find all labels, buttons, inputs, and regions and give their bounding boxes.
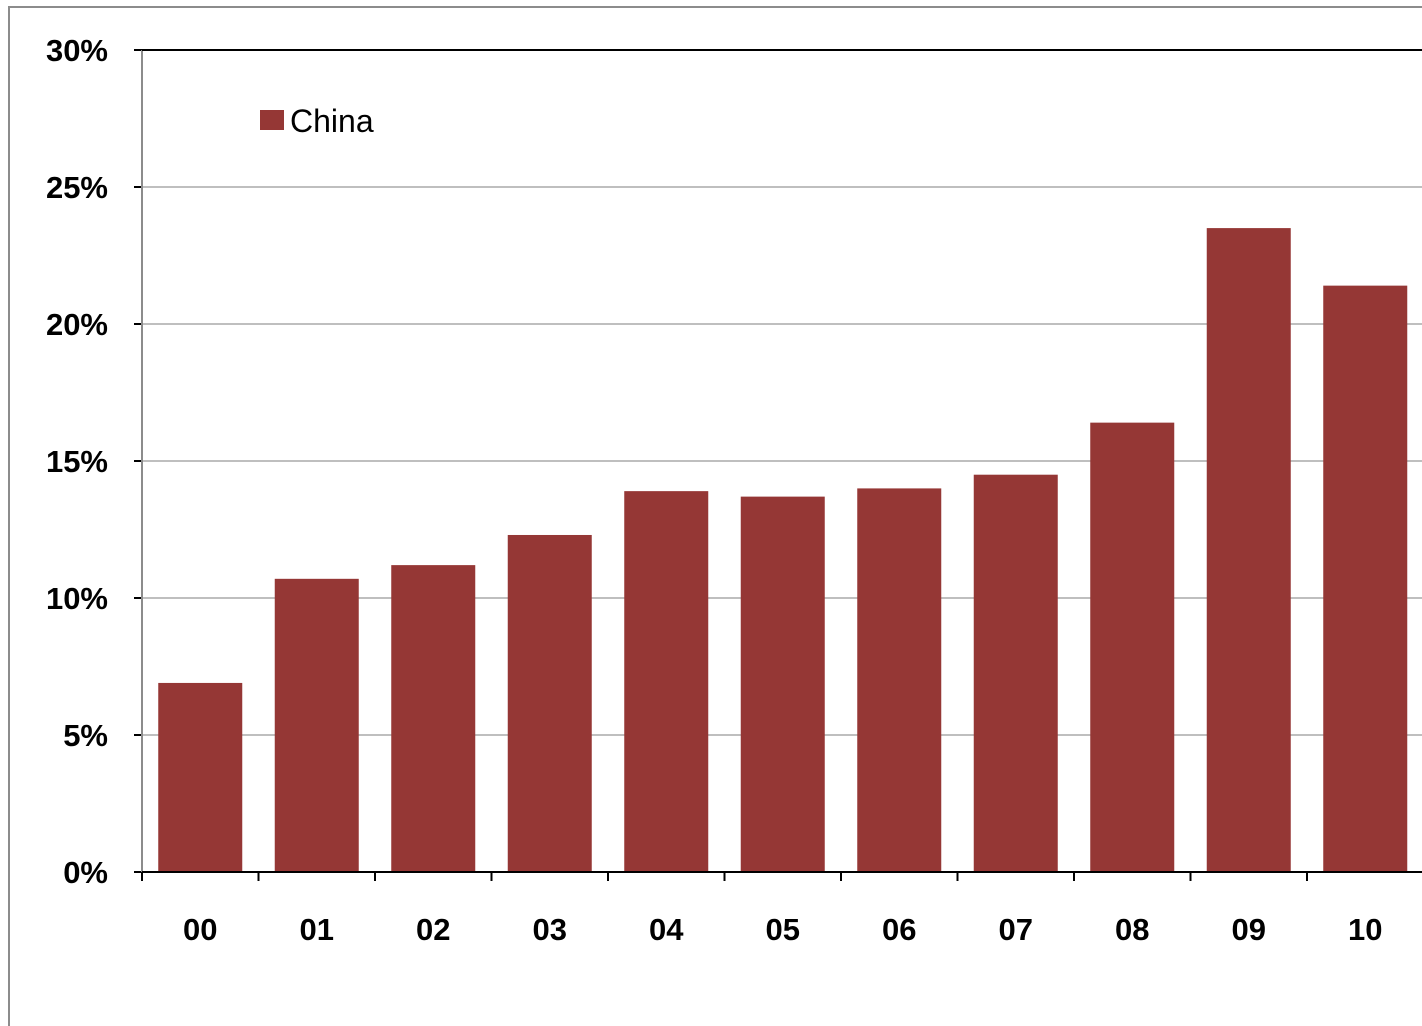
bars [158, 228, 1408, 873]
x-tick-labels: 00 01 02 03 04 05 06 07 08 09 10 [141, 872, 1382, 947]
bar [158, 682, 243, 872]
axes [141, 49, 1422, 873]
y-tick-label: 5% [63, 718, 108, 753]
x-tick-label: 00 [183, 912, 217, 947]
legend: China [260, 103, 374, 139]
x-tick-label: 09 [1232, 912, 1266, 947]
x-tick-label: 04 [649, 912, 684, 947]
y-tick-label: 20% [46, 307, 108, 342]
x-tick-label: 06 [882, 912, 916, 947]
legend-swatch [260, 110, 284, 130]
y-tick-label: 0% [63, 855, 108, 890]
bar [1090, 422, 1175, 872]
y-tick-label: 25% [46, 170, 108, 205]
x-tick-label: 03 [533, 912, 567, 947]
bar [857, 488, 942, 872]
bar [274, 578, 359, 872]
x-tick-label: 10 [1348, 912, 1382, 947]
x-tick-label: 07 [999, 912, 1033, 947]
bar [624, 491, 709, 872]
y-tick-label: 10% [46, 581, 108, 616]
x-tick-label: 05 [766, 912, 800, 947]
x-tick-label: 02 [416, 912, 450, 947]
y-tick-labels: 0% 5% 10% 15% 20% 25% 30% [46, 33, 108, 890]
x-tick-label: 08 [1115, 912, 1149, 947]
bar [1323, 285, 1408, 872]
bar [391, 565, 476, 872]
bar [973, 474, 1058, 872]
bar [507, 534, 592, 872]
bar [1206, 228, 1291, 873]
y-tick-label: 15% [46, 444, 108, 479]
x-tick-label: 01 [300, 912, 334, 947]
y-tick-label: 30% [46, 33, 108, 68]
bar [740, 496, 825, 872]
chart-frame [8, 6, 1422, 1026]
legend-label: China [290, 103, 374, 139]
